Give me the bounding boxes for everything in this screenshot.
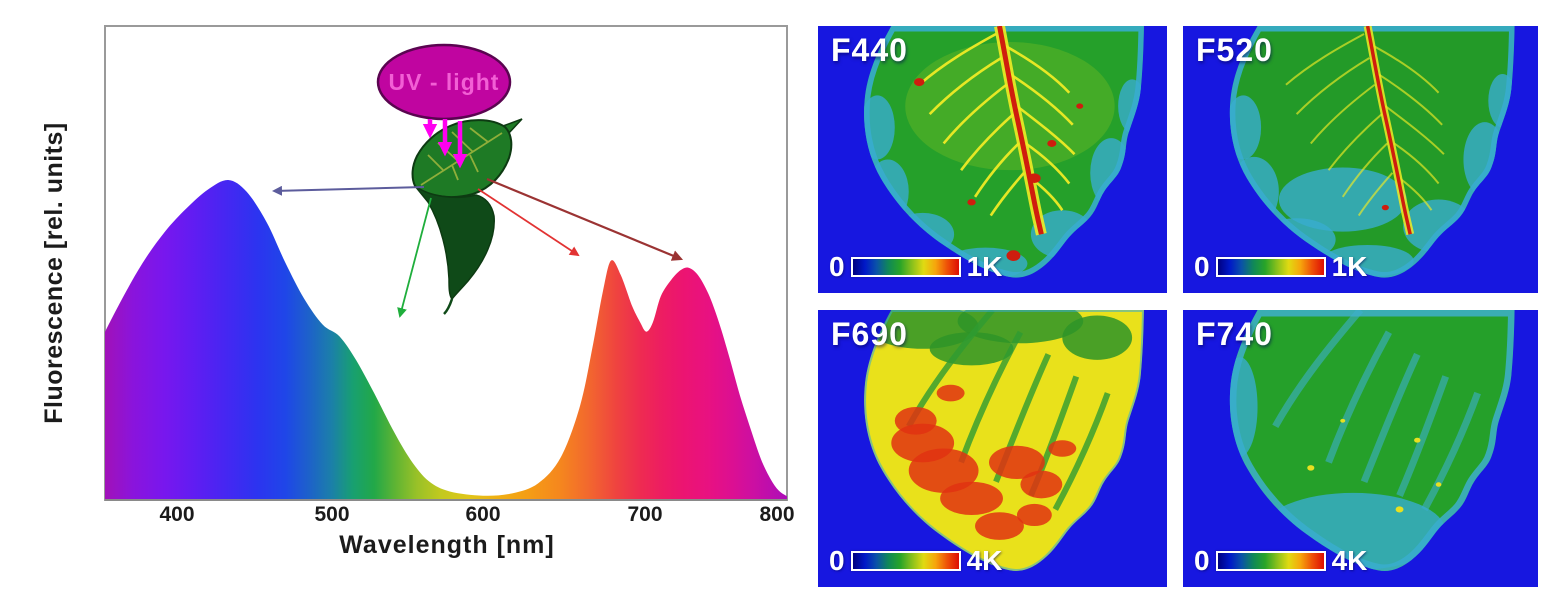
x-axis-title: Wavelength [nm] <box>339 531 555 559</box>
leaf-image-f690 <box>864 310 1144 587</box>
y-axis-title: Fluorescence [rel. units] <box>40 122 68 424</box>
panel-f440: F440 0 1K <box>818 26 1167 293</box>
colorbar-gradient <box>1215 551 1326 571</box>
leaf-image-f440 <box>864 26 1144 278</box>
colorbar-max-label: 1K <box>966 251 1003 282</box>
leaf-stem <box>443 298 454 315</box>
colorbar-f440: 0 1K <box>829 251 1002 283</box>
x-tick-800: 800 <box>759 503 795 526</box>
colorbar-f690: 0 4K <box>829 545 1002 577</box>
colorbar-max-label: 1K <box>1331 251 1368 282</box>
colorbar-f520: 0 1K <box>1194 251 1367 283</box>
colorbar-gradient <box>850 551 961 571</box>
arrow-to-740-peak <box>486 177 684 261</box>
panel-label-f520: F520 <box>1196 32 1273 68</box>
colorbar-min-label: 0 <box>1194 545 1210 576</box>
colorbar-gradient <box>850 257 961 277</box>
spectrum-svg <box>104 25 788 501</box>
colorbar-min-label: 0 <box>829 545 845 576</box>
spectrum-chart: Fluorescence [rel. units] Wavelength [nm… <box>40 25 795 559</box>
arrow-to-690-peak <box>477 188 580 257</box>
colorbar-f740: 0 4K <box>1194 545 1367 577</box>
leaf-lower-blade <box>414 185 495 301</box>
panel-f520: F520 0 1K <box>1183 26 1538 293</box>
x-tick-400: 400 <box>159 503 195 526</box>
colorbar-max-label: 4K <box>1331 545 1368 576</box>
panel-f690: F690 0 4K <box>818 310 1167 587</box>
panel-f740: F740 0 4K <box>1183 310 1538 587</box>
colorbar-max-label: 4K <box>966 545 1003 576</box>
arrow-to-520-shoulder <box>397 197 432 318</box>
panel-label-f740: F740 <box>1196 316 1273 352</box>
x-tick-600: 600 <box>465 503 501 526</box>
x-tick-700: 700 <box>627 503 663 526</box>
colorbar-min-label: 0 <box>829 251 845 282</box>
x-tick-500: 500 <box>314 503 350 526</box>
leaf-image-f740 <box>1229 310 1515 587</box>
spectrum-curve <box>105 179 787 500</box>
colorbar-gradient <box>1215 257 1326 277</box>
panel-label-f690: F690 <box>831 316 908 352</box>
uv-arrows <box>422 119 468 169</box>
colorbar-min-label: 0 <box>1194 251 1210 282</box>
panel-label-f440: F440 <box>831 32 908 68</box>
uv-light-label: UV - light <box>388 69 500 95</box>
arrow-to-440-peak <box>272 185 425 196</box>
leaf-image-f520 <box>1229 26 1515 278</box>
